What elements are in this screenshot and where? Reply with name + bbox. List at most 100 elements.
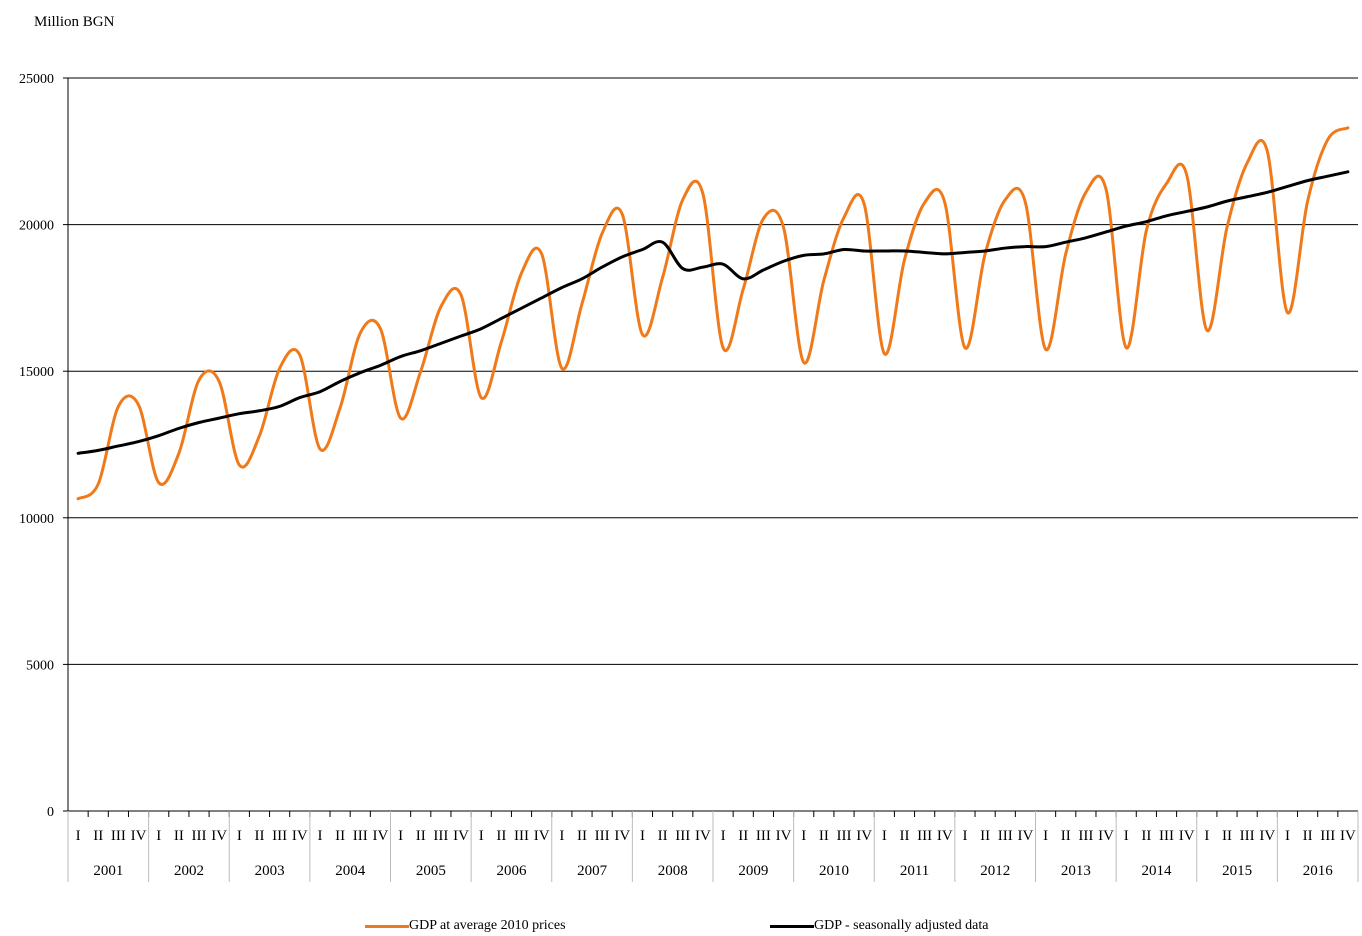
x-quarter-label: IV (614, 828, 630, 844)
x-quarter-label: III (1078, 828, 1093, 844)
x-year-label: 2007 (577, 863, 608, 879)
y-tick-label: 5000 (26, 658, 54, 673)
x-year-label: 2015 (1222, 863, 1252, 879)
series-line-gdp-2010-prices (76, 126, 1350, 501)
x-quarter-label: II (1222, 828, 1232, 844)
x-quarter-label: II (1141, 828, 1151, 844)
gridlines (67, 77, 1358, 811)
x-axis: I II III IV I II III IV I II III IV I II III IV I II III IV… (67, 810, 1359, 882)
x-year-label: 2012 (980, 863, 1010, 879)
x-quarter-label: III (675, 828, 690, 844)
y-tick-label: 10000 (19, 512, 54, 527)
x-quarter-label: IV (937, 828, 953, 844)
x-year-label: 2001 (93, 863, 123, 879)
x-quarter-label: II (335, 828, 345, 844)
x-quarter-label: III (837, 828, 852, 844)
x-quarter-label: I (640, 828, 645, 844)
x-year-label: 2008 (658, 863, 688, 879)
x-quarter-label: II (254, 828, 264, 844)
x-quarter-label: I (559, 828, 564, 844)
x-quarter-label: II (1061, 828, 1071, 844)
series-lines (76, 126, 1350, 501)
x-quarter-label: III (595, 828, 610, 844)
legend-label-gdp-sa: GDP - seasonally adjusted data (814, 918, 989, 933)
x-quarter-label: IV (1179, 828, 1195, 844)
x-quarter-label: I (721, 828, 726, 844)
x-quarter-label: I (1043, 828, 1048, 844)
x-quarter-label: III (1159, 828, 1174, 844)
x-quarter-label: II (980, 828, 990, 844)
x-year-label: 2004 (335, 863, 366, 879)
x-quarter-label: I (479, 828, 484, 844)
legend-label-gdp-2010: GDP at average 2010 prices (409, 918, 566, 933)
x-quarter-label: IV (1018, 828, 1034, 844)
x-quarter-label: II (416, 828, 426, 844)
x-quarter-label: I (962, 828, 967, 844)
x-quarter-label: I (1124, 828, 1129, 844)
y-tick-label: 20000 (19, 219, 54, 234)
x-quarter-label: III (272, 828, 287, 844)
x-quarter-label: II (738, 828, 748, 844)
x-quarter-label: I (398, 828, 403, 844)
x-quarter-label: IV (1340, 828, 1356, 844)
x-quarter-label: II (1303, 828, 1313, 844)
x-quarter-label: I (76, 828, 81, 844)
x-quarter-label: I (156, 828, 161, 844)
y-tick-label: 25000 (19, 72, 54, 87)
x-quarter-label: III (433, 828, 448, 844)
x-quarter-label: IV (211, 828, 227, 844)
x-quarter-label: IV (856, 828, 872, 844)
x-quarter-label: IV (695, 828, 711, 844)
x-year-label: 2014 (1141, 863, 1172, 879)
x-year-label: 2010 (819, 863, 849, 879)
x-quarter-label: I (317, 828, 322, 844)
x-year-label: 2005 (416, 863, 446, 879)
x-quarter-label: III (1240, 828, 1255, 844)
x-quarter-label: IV (1098, 828, 1114, 844)
x-quarter-label: IV (292, 828, 308, 844)
x-quarter-label: I (1204, 828, 1209, 844)
legend-swatch-black (770, 924, 814, 928)
x-quarter-label: III (756, 828, 771, 844)
x-quarter-label: II (819, 828, 829, 844)
x-quarter-label: IV (1259, 828, 1275, 844)
x-quarter-label: I (1285, 828, 1290, 844)
x-quarter-label: II (496, 828, 506, 844)
x-quarter-label: IV (776, 828, 792, 844)
legend-swatch-orange (365, 924, 409, 928)
x-quarter-label: II (577, 828, 587, 844)
series-line-gdp-seasonally-adjusted (76, 170, 1350, 455)
x-year-label: 2002 (174, 863, 204, 879)
x-year-label: 2003 (255, 863, 285, 879)
x-quarter-label: III (998, 828, 1013, 844)
y-axis-title: Million BGN (34, 14, 115, 30)
x-quarter-label: III (111, 828, 126, 844)
x-quarter-label: IV (373, 828, 389, 844)
y-axis-tick-labels: 0 5000 10000 15000 20000 25000 (19, 72, 68, 820)
x-quarter-label: I (801, 828, 806, 844)
x-year-label: 2006 (496, 863, 527, 879)
x-year-label: 2013 (1061, 863, 1091, 879)
x-year-label: 2016 (1303, 863, 1334, 879)
x-quarter-label: II (899, 828, 909, 844)
legend: GDP at average 2010 prices GDP - seasona… (0, 918, 1362, 936)
x-year-label: 2009 (738, 863, 768, 879)
x-quarter-label: III (917, 828, 932, 844)
x-quarter-label: IV (534, 828, 550, 844)
x-quarter-label: III (353, 828, 368, 844)
x-quarter-label: I (237, 828, 242, 844)
x-quarter-label: II (93, 828, 103, 844)
y-tick-label: 0 (47, 805, 54, 820)
x-quarter-label: IV (453, 828, 469, 844)
legend-item-gdp-sa: GDP - seasonally adjusted data (770, 918, 988, 934)
x-quarter-label: II (658, 828, 668, 844)
x-quarter-label: III (1320, 828, 1335, 844)
x-quarter-label: III (514, 828, 529, 844)
x-quarter-label: IV (131, 828, 147, 844)
legend-item-gdp-2010: GDP at average 2010 prices (365, 918, 566, 934)
x-quarter-label: II (174, 828, 184, 844)
x-quarter-label: I (882, 828, 887, 844)
x-year-label: 2011 (900, 863, 929, 879)
y-tick-label: 15000 (19, 365, 54, 380)
